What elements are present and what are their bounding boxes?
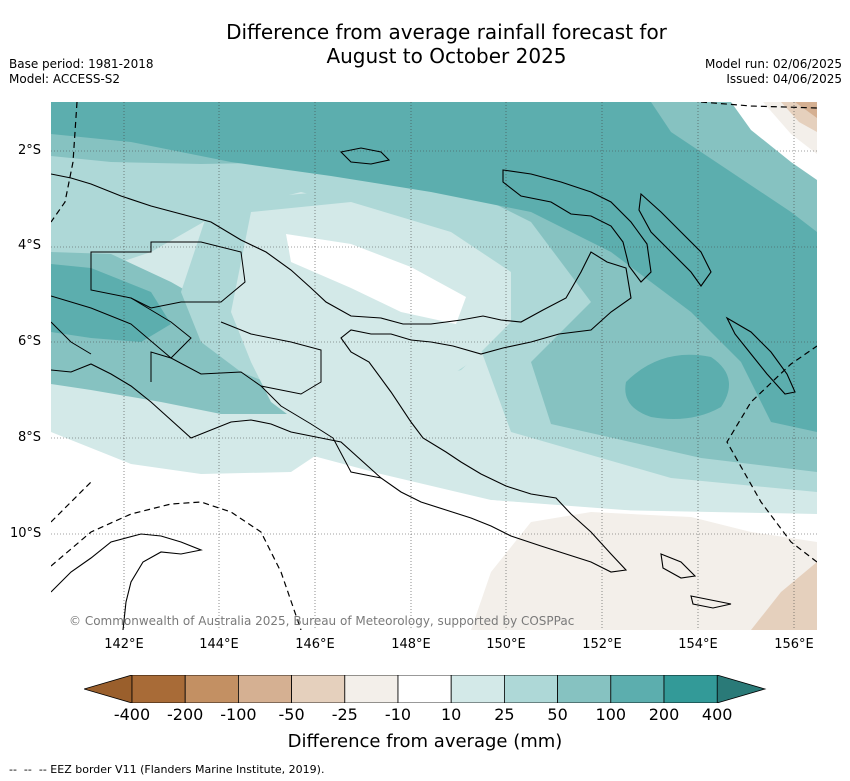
colorbar-box bbox=[237, 675, 292, 703]
contour-neg25-corner bbox=[751, 562, 817, 630]
meta-right: Model run: 02/06/2025 Issued: 04/06/2025 bbox=[705, 57, 842, 87]
australia-coast bbox=[51, 533, 203, 630]
eez-northeast bbox=[700, 102, 817, 109]
lon-label-144e: 144°E bbox=[199, 637, 239, 652]
meta-left: Base period: 1981-2018 Model: ACCESS-S2 bbox=[9, 57, 154, 87]
colorbar-box bbox=[131, 675, 186, 703]
contour-100-north bbox=[51, 102, 817, 432]
d-entrecasteaux-coast bbox=[660, 553, 697, 579]
contour-ne-neg50 bbox=[795, 102, 817, 118]
contour-neg10-south bbox=[471, 512, 817, 630]
colorbar-tick-label: 25 bbox=[494, 705, 515, 724]
lat-label-2s: 2°S bbox=[18, 143, 42, 158]
colorbar-box bbox=[557, 675, 612, 703]
colorbar-box bbox=[503, 675, 558, 703]
lon-label-146e: 146°E bbox=[295, 637, 335, 652]
colorbar-extend-low bbox=[84, 675, 133, 703]
lon-label-156e: 156°E bbox=[774, 637, 814, 652]
eez-legend-note: -- -- -- EEZ border V11 (Flanders Marine… bbox=[9, 763, 324, 776]
province-borders bbox=[51, 241, 382, 479]
lat-label-4s: 4°S bbox=[18, 238, 42, 253]
colorbar-box bbox=[344, 675, 399, 703]
lat-label-10s: 10°S bbox=[10, 526, 42, 541]
lon-label-150e: 150°E bbox=[486, 637, 526, 652]
colorbar-tick-label: -200 bbox=[167, 705, 204, 724]
lat-label-8s: 8°S bbox=[18, 430, 42, 445]
bougainville-coast bbox=[725, 316, 796, 395]
issued-text: Issued: 04/06/2025 bbox=[726, 72, 842, 86]
lon-label-152e: 152°E bbox=[582, 637, 622, 652]
eez-note-text: -- EEZ border V11 (Flanders Marine Insti… bbox=[38, 763, 325, 776]
title-line-2: August to October 2025 bbox=[326, 44, 567, 68]
lon-label-154e: 154°E bbox=[678, 637, 718, 652]
colorbar-tick-label: 10 bbox=[441, 705, 462, 724]
eez-south bbox=[51, 501, 302, 630]
contour-neutral-interior bbox=[286, 234, 466, 324]
louisiade-coast bbox=[690, 595, 732, 609]
colorbar-tick-label: -25 bbox=[331, 705, 358, 724]
colorbar-box bbox=[397, 675, 452, 703]
colorbar-box bbox=[184, 675, 239, 703]
eez-dash-glyph: -- -- bbox=[9, 763, 39, 776]
base-period-text: Base period: 1981-2018 bbox=[9, 57, 154, 71]
colorbar-tick-label: 50 bbox=[547, 705, 568, 724]
manus-coast bbox=[339, 147, 391, 165]
colorbar bbox=[84, 675, 767, 703]
title-line-1: Difference from average rainfall forecas… bbox=[226, 20, 667, 44]
colorbar-tick-label: 400 bbox=[701, 705, 733, 724]
rainfall-map bbox=[51, 102, 817, 630]
colorbar-tick-label: -100 bbox=[220, 705, 257, 724]
map-svg bbox=[51, 102, 817, 630]
colorbar-tick-label: 200 bbox=[648, 705, 680, 724]
new-guinea-coast bbox=[51, 173, 632, 573]
colorbar-box bbox=[291, 675, 346, 703]
copyright-notice: © Commonwealth of Australia 2025, Bureau… bbox=[69, 614, 575, 628]
model-run-text: Model run: 02/06/2025 bbox=[704, 57, 842, 71]
colorbar-tick-label: -400 bbox=[113, 705, 151, 724]
graticule bbox=[51, 102, 817, 630]
contour-100-west bbox=[51, 264, 171, 342]
colorbar-tick-label: 100 bbox=[595, 705, 627, 724]
lat-label-6s: 6°S bbox=[18, 334, 42, 349]
map-title: Difference from average rainfall forecas… bbox=[0, 20, 850, 68]
new-ireland-coast bbox=[638, 192, 712, 287]
colorbar-tick-label: -50 bbox=[278, 705, 305, 724]
lon-label-142e: 142°E bbox=[104, 637, 144, 652]
eez-west bbox=[51, 102, 78, 223]
new-britain-coast bbox=[502, 169, 652, 283]
eez-borders bbox=[51, 102, 817, 630]
colorbar-box bbox=[450, 675, 505, 703]
colorbar-boxes bbox=[131, 675, 718, 703]
lon-label-148e: 148°E bbox=[391, 637, 431, 652]
coastline bbox=[51, 147, 796, 630]
eez-southeast bbox=[726, 345, 817, 563]
colorbar-label: Difference from average (mm) bbox=[287, 731, 563, 752]
colorbar-box bbox=[610, 675, 665, 703]
colorbar-tick-label: -10 bbox=[384, 705, 412, 724]
colorbar-extend-high bbox=[716, 675, 767, 703]
colorbar-box bbox=[663, 675, 718, 703]
contour-100-east-blob bbox=[625, 354, 729, 420]
model-text: Model: ACCESS-S2 bbox=[9, 72, 121, 86]
